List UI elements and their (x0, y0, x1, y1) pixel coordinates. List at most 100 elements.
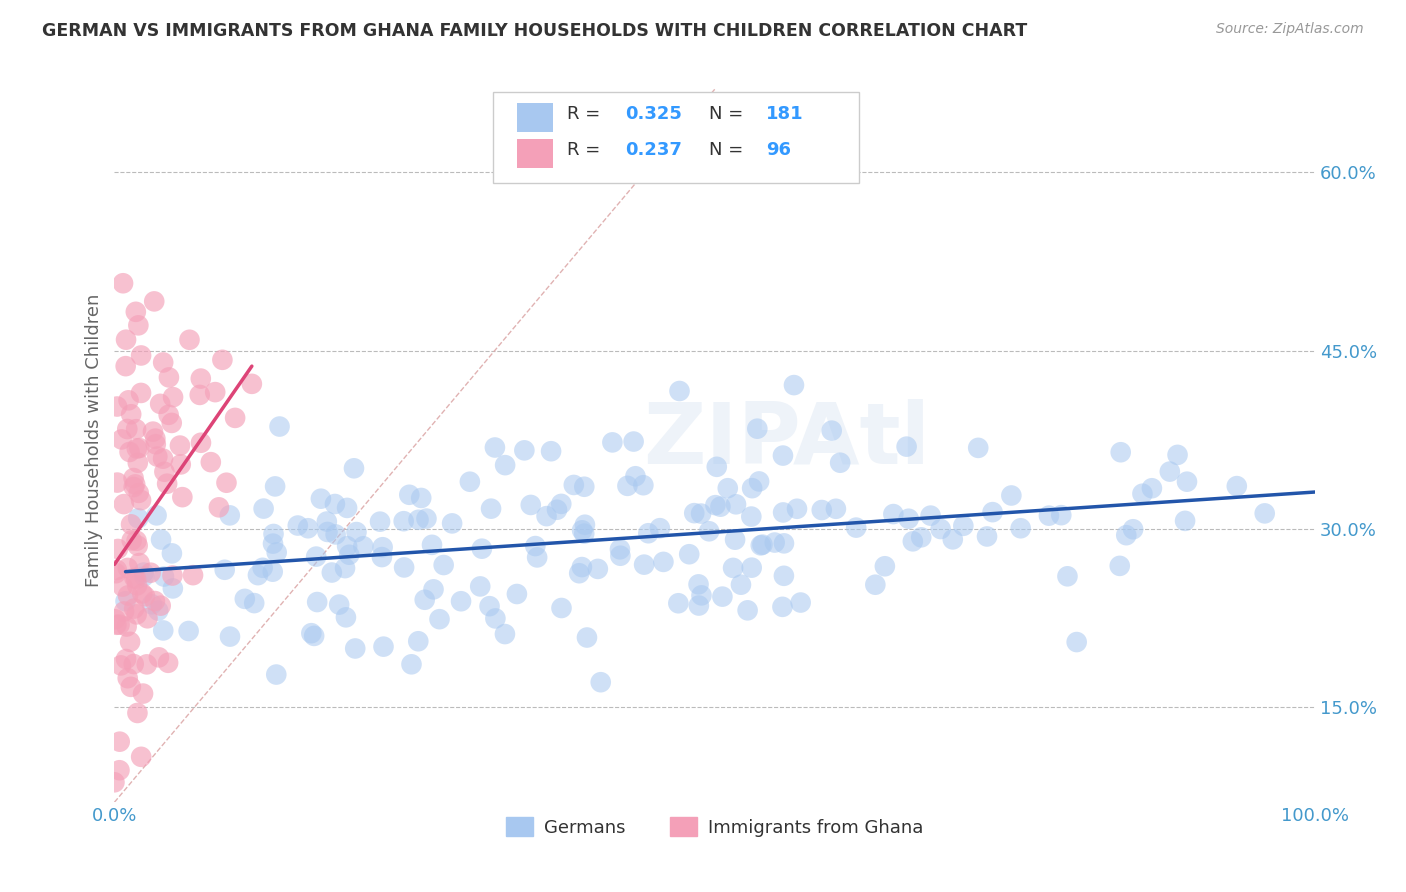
Point (967, 441, 990, 455)
Text: R =: R = (567, 104, 606, 123)
Point (129, 749, 152, 764)
Point (704, 498, 727, 512)
Point (125, 442, 148, 456)
Point (1226, 479, 1249, 493)
Point (526, 550, 548, 565)
Point (190, 371, 212, 385)
Point (127, 456, 149, 470)
Point (172, 490, 194, 504)
Point (865, 578, 887, 592)
Point (104, 566, 127, 581)
Point (181, 568, 204, 582)
Point (740, 509, 762, 524)
Point (929, 522, 952, 536)
Point (637, 526, 659, 541)
Point (157, 370, 180, 384)
Point (1038, 508, 1060, 523)
Point (152, 451, 174, 466)
Point (478, 599, 501, 614)
Point (724, 533, 747, 547)
Point (336, 539, 359, 553)
Point (297, 521, 319, 535)
Point (124, 477, 146, 491)
Point (127, 539, 149, 553)
Point (141, 597, 163, 611)
Point (143, 294, 166, 309)
Point (143, 432, 166, 446)
Point (571, 524, 593, 538)
Point (145, 508, 167, 523)
Point (896, 440, 918, 454)
Point (688, 599, 710, 613)
Point (717, 481, 740, 495)
Point (1066, 635, 1088, 649)
Point (115, 652, 138, 666)
Text: GERMAN VS IMMIGRANTS FROM GHANA FAMILY HOUSEHOLDS WITH CHILDREN CORRELATION CHAR: GERMAN VS IMMIGRANTS FROM GHANA FAMILY H… (42, 22, 1028, 40)
Point (129, 386, 152, 401)
Point (1254, 507, 1277, 521)
Point (243, 596, 266, 610)
Y-axis label: Family Households with Children: Family Households with Children (86, 293, 103, 587)
Point (562, 478, 585, 492)
Point (246, 568, 269, 582)
Point (121, 533, 143, 548)
Point (952, 518, 974, 533)
Point (118, 445, 141, 459)
Point (129, 349, 152, 363)
Point (122, 601, 145, 615)
Point (115, 619, 138, 633)
Point (321, 566, 343, 580)
Point (233, 591, 256, 606)
Point (571, 560, 593, 574)
Point (450, 594, 472, 608)
Point (575, 631, 598, 645)
Point (408, 513, 430, 527)
Point (690, 507, 713, 521)
Point (413, 592, 436, 607)
FancyBboxPatch shape (516, 139, 553, 168)
Point (266, 667, 288, 681)
Point (741, 481, 763, 495)
Point (127, 578, 149, 592)
Text: N =: N = (709, 104, 748, 123)
Point (371, 540, 394, 554)
Point (942, 533, 965, 547)
Text: Source: ZipAtlas.com: Source: ZipAtlas.com (1216, 22, 1364, 37)
Point (150, 533, 173, 547)
Point (550, 497, 572, 511)
Point (981, 505, 1004, 519)
Point (398, 488, 420, 502)
Point (128, 556, 150, 570)
Point (160, 416, 183, 430)
Point (1167, 448, 1189, 462)
Point (343, 461, 366, 475)
Point (845, 520, 868, 534)
FancyBboxPatch shape (516, 103, 553, 132)
Point (112, 605, 135, 619)
Point (920, 508, 942, 523)
Point (136, 611, 159, 625)
Point (882, 507, 904, 521)
Point (188, 388, 211, 402)
Point (215, 475, 238, 490)
Point (470, 579, 492, 593)
Point (160, 546, 183, 560)
Point (709, 500, 731, 514)
Point (105, 475, 128, 490)
Point (422, 582, 444, 597)
Point (772, 449, 794, 463)
Point (1174, 514, 1197, 528)
Point (139, 566, 162, 580)
Point (153, 465, 176, 479)
Point (633, 558, 655, 572)
Point (143, 594, 166, 608)
Point (602, 435, 624, 450)
Point (666, 596, 689, 610)
Point (415, 511, 437, 525)
Point (574, 526, 596, 541)
Point (108, 617, 131, 632)
Point (741, 560, 763, 574)
Point (120, 680, 142, 694)
Point (108, 734, 131, 748)
Point (471, 541, 494, 556)
